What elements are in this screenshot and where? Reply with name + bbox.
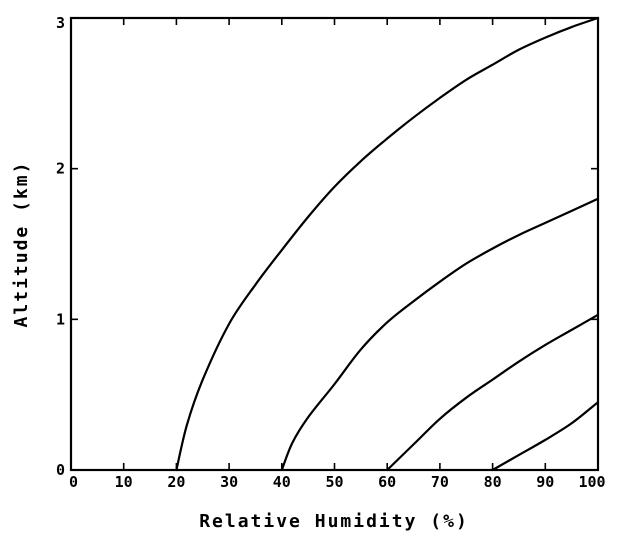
x-tick-label: 100 — [578, 473, 605, 491]
y-tick-label: 3 — [56, 14, 65, 32]
x-tick-label: 10 — [115, 473, 133, 491]
x-tick-label: 60 — [378, 473, 396, 491]
y-tick-label: 0 — [56, 461, 65, 479]
series-line-3 — [386, 313, 600, 472]
x-tick-label: 50 — [325, 473, 343, 491]
x-tick-label: 80 — [484, 473, 502, 491]
tick-layer — [70, 17, 599, 471]
label-layer: 0 10 20 30 40 50 60 70 80 90 100 0 1 2 3 — [56, 14, 606, 491]
x-tick-label: 0 — [69, 473, 78, 491]
x-axis-label: Relative Humidity (%) — [199, 511, 469, 532]
series-line-2 — [280, 197, 600, 472]
series-line-1 — [175, 16, 600, 472]
series-line-4 — [491, 401, 600, 472]
curve-layer — [175, 16, 600, 472]
x-tick-label: 20 — [167, 473, 185, 491]
x-tick-label: 70 — [431, 473, 449, 491]
y-axis-label: Altitude (km) — [11, 161, 32, 328]
y-tick-label: 1 — [56, 310, 65, 328]
plot-frame — [69, 16, 600, 472]
x-tick-label: 40 — [273, 473, 291, 491]
x-tick-label: 90 — [536, 473, 554, 491]
y-tick-label: 2 — [56, 160, 65, 178]
x-tick-label: 30 — [220, 473, 238, 491]
